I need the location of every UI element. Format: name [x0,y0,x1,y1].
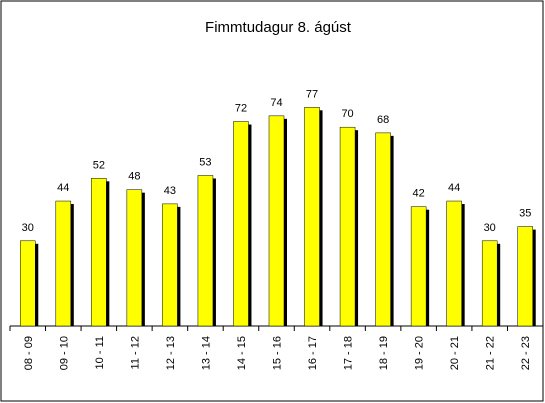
x-tick-label: 14 - 15 [236,336,248,370]
x-tick-label: 08 - 09 [23,336,35,370]
bar [55,200,72,327]
data-label: 44 [448,182,460,194]
bar [91,178,107,327]
data-label: 72 [235,103,247,115]
bar [481,240,498,327]
data-label: 74 [270,97,282,109]
x-tick-label: 10 - 11 [94,336,106,369]
data-label: 35 [519,208,531,220]
bar [126,189,143,327]
data-label: 70 [341,108,353,120]
data-label: 77 [306,88,318,100]
data-label: 44 [57,182,69,194]
data-label: 42 [413,188,425,200]
bar [339,126,356,327]
x-tick-label: 16 - 17 [307,336,319,370]
bar [446,200,462,327]
bar [197,175,214,327]
x-tick-label: 15 - 16 [272,336,284,370]
bar [517,226,533,327]
data-label: 43 [164,185,176,197]
bar [410,206,427,327]
bar [20,240,36,327]
data-label: 52 [93,159,105,171]
chart-title: Fimmtudagur 8. ágúst [205,19,352,36]
x-tick-label: 18 - 19 [378,336,390,370]
x-tick-label: 09 - 10 [58,336,70,370]
x-tick-label: 17 - 18 [343,336,355,370]
data-label: 68 [377,114,389,126]
data-label: 48 [128,171,140,183]
bar [162,203,178,327]
x-tick-label: 12 - 13 [165,336,177,370]
x-tick-label: 22 - 23 [520,336,532,370]
bar [375,132,391,327]
x-tick-label: 20 - 21 [449,336,461,370]
bar [233,121,249,327]
x-tick-label: 21 - 22 [485,336,497,370]
data-label: 53 [199,156,211,168]
bar [268,115,285,327]
bar [304,107,320,327]
x-tick-label: 11 - 12 [129,336,141,369]
x-tick-label: 13 - 14 [200,336,212,370]
data-label: 30 [484,222,496,234]
x-tick-label: 19 - 20 [414,336,426,370]
data-label: 30 [22,222,34,234]
